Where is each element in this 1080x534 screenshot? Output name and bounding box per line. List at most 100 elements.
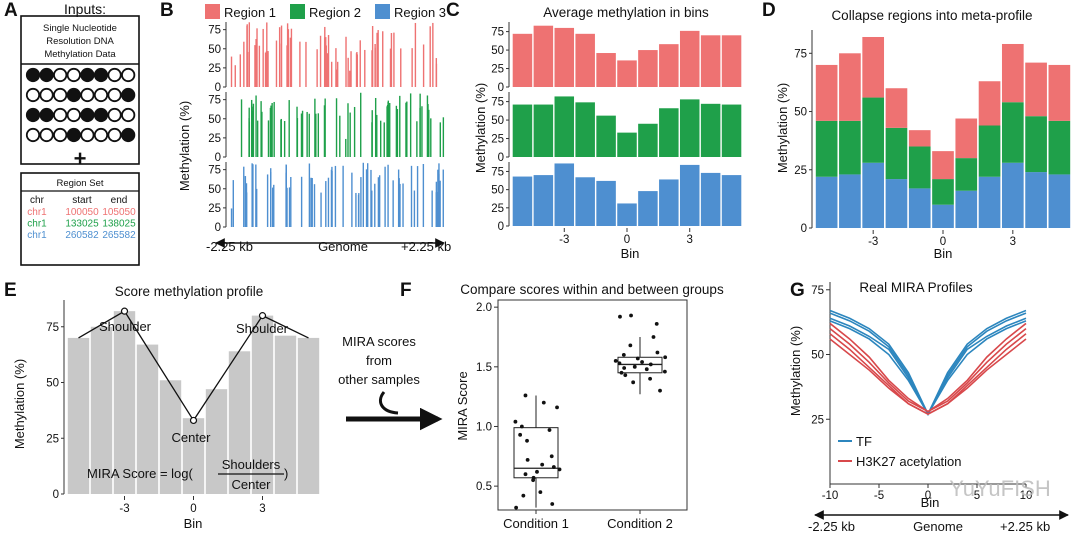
score-point xyxy=(623,373,628,378)
track-y-tick-label: 75 xyxy=(208,25,221,37)
panel-d-ylabel: Methylation (%) xyxy=(775,83,790,173)
score-point xyxy=(551,465,556,469)
panel-d-xlabel: Bin xyxy=(934,246,953,261)
curved-arrow xyxy=(379,391,399,415)
score-point xyxy=(651,335,656,339)
score-point xyxy=(549,454,554,459)
region-header-chr: chr xyxy=(30,195,45,206)
panel-g-ylabel: Methylation (%) xyxy=(788,326,803,416)
unmethylated-cpg-dot xyxy=(93,87,109,103)
profile-point xyxy=(120,307,129,315)
score-point xyxy=(628,343,633,348)
shoulder-left-label: Shoulder xyxy=(99,319,152,334)
panel-c-xlabel: Bin xyxy=(621,246,640,261)
tf-profile-line xyxy=(829,312,1027,416)
h3k27-profile-line xyxy=(829,338,1027,415)
formula-numerator: Shoulders xyxy=(222,457,281,472)
legend-swatch-region-1 xyxy=(205,4,220,19)
y-tick-label: 50 xyxy=(46,378,59,390)
y-tick-label: 75 xyxy=(794,48,807,60)
stacked-bin-bar xyxy=(1001,43,1024,103)
stacked-bin-bar xyxy=(978,81,1001,126)
meta-profile-chart: 75 50 25 0 -3 0 3 xyxy=(794,30,1071,248)
score-point xyxy=(541,400,546,405)
y-tick-label: 1.5 xyxy=(476,362,492,374)
stacked-bin-bar xyxy=(1001,102,1024,163)
panel-e-label: E xyxy=(4,280,17,301)
stacked-bin-bar xyxy=(862,36,885,98)
note-line-2: from xyxy=(366,353,392,368)
unmethylated-cpg-dot xyxy=(53,127,68,143)
methylated-cpg-dot xyxy=(25,67,41,83)
unmethylated-cpg-dot xyxy=(107,87,122,103)
region-cell: 105050 xyxy=(102,207,136,218)
methylated-cpg-dot xyxy=(25,107,41,123)
track-y-tick-label: 25 xyxy=(208,203,221,215)
stacked-bin-bar xyxy=(815,64,838,121)
unmethylated-cpg-dot xyxy=(121,107,136,123)
inputs-title: Inputs: xyxy=(64,1,106,17)
profile-bin-bar xyxy=(251,315,274,494)
bin-bar xyxy=(679,164,700,226)
unmethylated-cpg-dot xyxy=(107,127,122,143)
stacked-bin-bar xyxy=(839,174,861,228)
score-point xyxy=(557,467,562,472)
methylated-cpg-dot xyxy=(93,107,109,123)
note-line-1: MIRA scores xyxy=(342,334,416,349)
stacked-bin-bar xyxy=(932,151,954,180)
panel-a-label: A xyxy=(4,0,18,21)
track-y-tick-label: 25 xyxy=(208,63,221,75)
profile-bin-bar xyxy=(159,380,182,494)
bin-bar xyxy=(721,104,742,157)
bin-bar xyxy=(554,96,575,157)
profile-bin-bar xyxy=(136,344,159,494)
methylated-cpg-dot xyxy=(121,87,136,103)
score-point xyxy=(621,352,626,357)
region-header-end: end xyxy=(111,195,128,206)
score-point xyxy=(521,493,526,498)
score-point xyxy=(525,457,530,462)
methylated-cpg-dot xyxy=(39,107,54,123)
formula-suffix: ) xyxy=(284,466,288,481)
profile-bin-bar xyxy=(67,337,90,494)
score-point xyxy=(531,478,536,483)
legend-label-tf: TF xyxy=(856,434,872,449)
stacked-bin-bar xyxy=(932,179,954,205)
stacked-bin-bar xyxy=(955,190,978,228)
region-cell: chr1 xyxy=(27,219,47,230)
panel-f: F Compare scores within and between grou… xyxy=(400,280,724,531)
track-y-tick-label: 50 xyxy=(208,114,221,126)
methylated-cpg-dot xyxy=(121,127,136,143)
profile-point xyxy=(258,312,267,320)
g-x-center: Genome xyxy=(913,519,963,534)
stacked-bin-bar xyxy=(932,204,954,228)
track-y-tick-label: 0 xyxy=(215,82,221,94)
y-tick-label: 0.5 xyxy=(476,481,492,493)
x-tick-label: 10 xyxy=(1020,490,1033,502)
region-cell: chr1 xyxy=(27,207,47,218)
unmethylated-cpg-dot xyxy=(39,127,54,143)
panel-e: E Score methylation profile Methylation … xyxy=(4,280,320,531)
x-tick-label: -3 xyxy=(868,236,878,248)
bin-bar xyxy=(679,99,700,157)
y-tick-label: 25 xyxy=(46,433,59,445)
score-point xyxy=(518,432,523,437)
x-tick-label: 0 xyxy=(190,503,196,515)
stacked-bin-bar xyxy=(885,88,908,128)
formula-denominator: Center xyxy=(231,477,271,492)
panel-e-ylabel: Methylation (%) xyxy=(12,359,27,449)
score-point xyxy=(523,393,528,398)
bin-bar xyxy=(533,175,554,226)
methylated-cpg-dot xyxy=(39,67,54,83)
score-point xyxy=(618,314,622,319)
x-tick-label: 3 xyxy=(687,234,693,246)
panel-c-ylabel: Methylation (%) xyxy=(473,83,488,173)
y-tick-label: 25 xyxy=(811,414,824,426)
stacked-bin-bar xyxy=(862,162,885,228)
score-point xyxy=(547,428,552,432)
category-label: Condition 2 xyxy=(607,516,673,531)
bin-bar xyxy=(512,104,533,157)
g-x-left: -2.25 kb xyxy=(808,519,855,534)
